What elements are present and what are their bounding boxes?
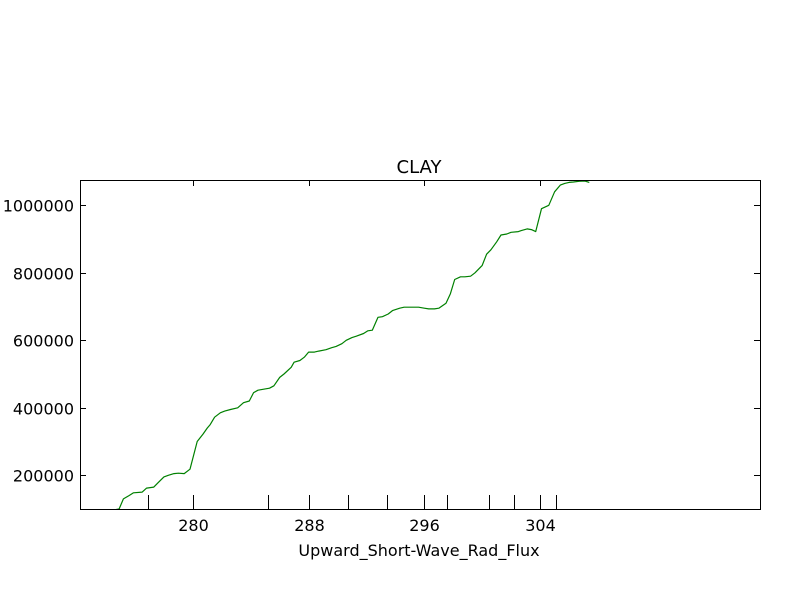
series-line-0 [115,180,590,509]
x-tick-label: 280 [178,516,209,535]
chart-title: CLAY [397,157,443,178]
x-axis-label: Upward_Short-Wave_Rad_Flux [298,541,539,561]
x-tick-label: 304 [525,516,556,535]
x-axis: 280 288 296 304 [148,180,557,535]
y-tick-label: 600000 [13,332,74,351]
x-tick-label: 296 [409,516,440,535]
x-tick-label: 288 [294,516,325,535]
y-tick-label: 200000 [13,467,74,486]
y-tick-label: 800000 [13,265,74,284]
y-axis: 200000 400000 600000 800000 1000000 [3,197,760,486]
plot-frame [80,180,761,510]
y-tick-label: 1000000 [3,197,74,216]
plot-area [115,180,590,509]
y-tick-label: 400000 [13,400,74,419]
